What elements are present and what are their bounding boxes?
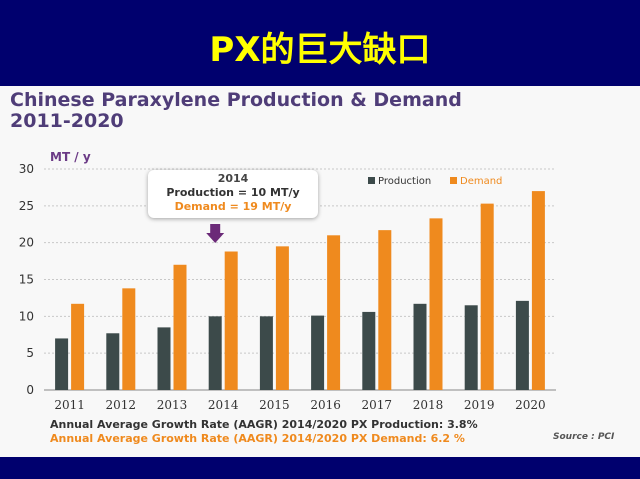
x-tick-label: 2016	[310, 398, 341, 412]
chart-title: Chinese Paraxylene Production & Demand 2…	[10, 90, 462, 132]
callout-arrow-icon	[206, 224, 225, 243]
bar-production	[208, 316, 222, 390]
x-tick-label: 2020	[515, 398, 546, 412]
legend-swatch-production	[368, 177, 375, 184]
chart-panel: Chinese Paraxylene Production & Demand 2…	[0, 86, 640, 457]
bar-production	[413, 303, 427, 390]
chart-title-line2: 2011-2020	[10, 110, 124, 132]
x-tick-label: 2013	[157, 398, 188, 412]
y-tick-label: 0	[26, 383, 34, 397]
callout-production: Production = 10 MT/y	[166, 186, 300, 199]
source-label: Source : PCI	[553, 432, 615, 442]
bar-demand	[480, 203, 494, 390]
bar-production	[362, 311, 376, 390]
bar-demand	[378, 230, 392, 390]
y-tick-label: 10	[19, 309, 34, 323]
bar-production	[157, 327, 171, 390]
x-tick-label: 2011	[54, 398, 85, 412]
bar-demand	[122, 288, 136, 390]
y-tick-label: 5	[26, 346, 34, 360]
legend-swatch-demand	[450, 177, 457, 184]
bar-production	[55, 338, 69, 390]
x-tick-label: 2012	[106, 398, 137, 412]
bar-production	[515, 300, 529, 390]
aagr-demand-note: Annual Average Growth Rate (AAGR) 2014/2…	[50, 432, 465, 445]
x-tick-label: 2015	[259, 398, 290, 412]
slide-title: PX的巨大缺口	[209, 30, 431, 70]
aagr-production-note: Annual Average Growth Rate (AAGR) 2014/2…	[50, 418, 478, 431]
bar-production	[259, 316, 273, 390]
legend-label-demand: Demand	[460, 176, 502, 187]
y-axis-label: MT / y	[50, 150, 91, 164]
callout-demand: Demand = 19 MT/y	[174, 200, 292, 213]
bar-production	[464, 305, 478, 390]
bar-demand	[224, 251, 238, 390]
bar-demand	[71, 303, 85, 390]
callout-box: 2014 Production = 10 MT/y Demand = 19 MT…	[148, 170, 318, 218]
x-tick-label: 2017	[362, 398, 393, 412]
bar-chart: 0 5 10 15 20 25 30 2011 2012 2013 2014 2015 2016 2017…	[19, 162, 556, 412]
bar-demand	[531, 191, 545, 390]
chart-title-line1: Chinese Paraxylene Production & Demand	[10, 89, 462, 111]
y-tick-label: 30	[19, 162, 34, 176]
y-tick-label: 25	[19, 199, 34, 213]
x-tick-label: 2014	[208, 398, 239, 412]
bar-demand	[173, 264, 187, 390]
y-tick-label: 15	[19, 273, 34, 287]
callout-year: 2014	[217, 172, 249, 185]
x-tick-label: 2019	[464, 398, 495, 412]
legend-label-production: Production	[378, 176, 431, 187]
y-tick-label: 20	[19, 236, 34, 250]
bar-demand	[327, 235, 341, 390]
x-tick-label: 2018	[413, 398, 444, 412]
bar-demand	[429, 218, 443, 390]
bar-production	[311, 315, 325, 390]
bar-demand	[275, 246, 289, 390]
bar-production	[106, 333, 120, 390]
